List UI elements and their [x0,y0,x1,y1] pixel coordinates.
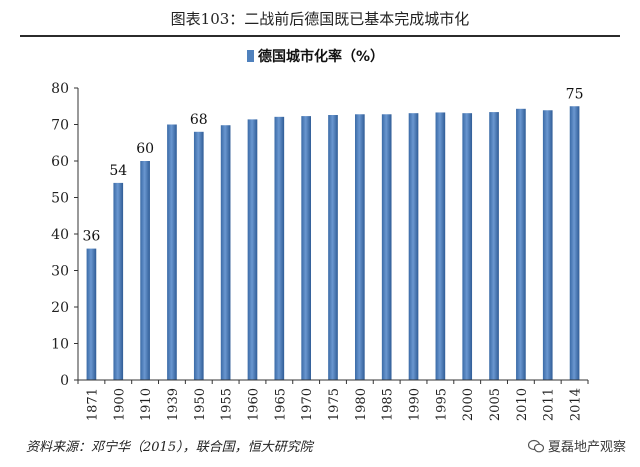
y-tick-label: 0 [60,373,69,389]
data-label-2014: 75 [566,86,584,102]
x-tick-label-1995: 1995 [434,388,449,421]
data-label-1910: 60 [136,141,154,157]
bar-1995 [435,112,446,380]
x-tick-label-1939: 1939 [166,388,181,421]
x-tick-label-1960: 1960 [246,388,261,421]
x-tick-label-1910: 1910 [139,388,154,421]
figure-title: 图表103：二战前后德国既已基本完成城市化 [170,10,470,28]
data-label-1871: 36 [83,229,101,245]
x-tick-label-1900: 1900 [112,388,127,421]
x-tick-label-1975: 1975 [327,388,342,421]
bar-1871 [86,248,97,380]
y-tick-label: 50 [51,191,69,207]
bar-1910 [140,161,150,380]
x-tick-label-2014: 2014 [569,388,584,421]
legend-label: 德国城市化率（%） [258,48,384,65]
bar-1970 [301,116,311,380]
bar-2010 [516,108,526,381]
bar-1900 [113,182,124,380]
title-rule [20,35,620,37]
x-tick-label-2010: 2010 [515,388,530,421]
legend-swatch [247,50,254,62]
bar-1960 [247,119,258,380]
legend: 德国城市化率（%） [247,48,384,65]
y-axis: 0 10 20 30 40 50 60 70 80 [51,81,79,389]
bar-chart: 德国城市化率（%） 0 10 20 30 40 50 60 70 80 36 54 60 68 75 1… [51,48,589,421]
bar-1980 [355,114,365,380]
bar-1975 [328,115,338,380]
bar-1965 [274,116,285,381]
x-tick-label-1980: 1980 [354,388,369,421]
data-label-1900: 54 [109,163,127,179]
bar-2005 [489,112,499,380]
x-tick-label-2000: 2000 [461,388,476,421]
x-tick-label-1950: 1950 [193,388,208,421]
x-tick-label-1990: 1990 [408,388,423,421]
y-tick-label: 30 [51,264,69,280]
data-label-1950: 68 [190,112,208,128]
data-labels: 36 54 60 68 75 [83,86,584,244]
x-tick-label-1871: 1871 [85,388,100,421]
x-tick-label-1985: 1985 [381,388,396,421]
y-tick-label: 80 [51,81,69,97]
bars [86,106,580,381]
x-axis: 1871 1900 1910 1939 1950 1955 1960 1965 1970 1975… [77,379,589,421]
x-tick-label-1955: 1955 [220,388,235,421]
source-note: 资料来源：邓宁华（2015），联合国，恒大研究院 [26,440,313,455]
bar-1939 [167,124,177,380]
bar-2000 [462,113,473,380]
y-tick-label: 40 [51,227,69,243]
x-tick-label-1965: 1965 [273,388,288,421]
bar-1955 [220,125,231,380]
wechat-icon [527,439,544,452]
x-tick-label-2005: 2005 [488,388,503,421]
y-tick-label: 70 [51,118,69,134]
bar-1985 [381,114,392,380]
x-tick-label-1970: 1970 [300,388,315,421]
x-tick-label-2011: 2011 [542,388,557,421]
bar-2011 [542,110,553,380]
bar-1950 [193,131,204,380]
watermark: 夏磊地产观察 [527,436,626,455]
bar-2014 [569,106,580,380]
y-tick-label: 60 [51,154,69,170]
y-tick-label: 10 [51,337,69,353]
watermark-text: 夏磊地产观察 [547,440,626,455]
bar-1990 [408,113,419,380]
y-tick-label: 20 [51,300,69,316]
